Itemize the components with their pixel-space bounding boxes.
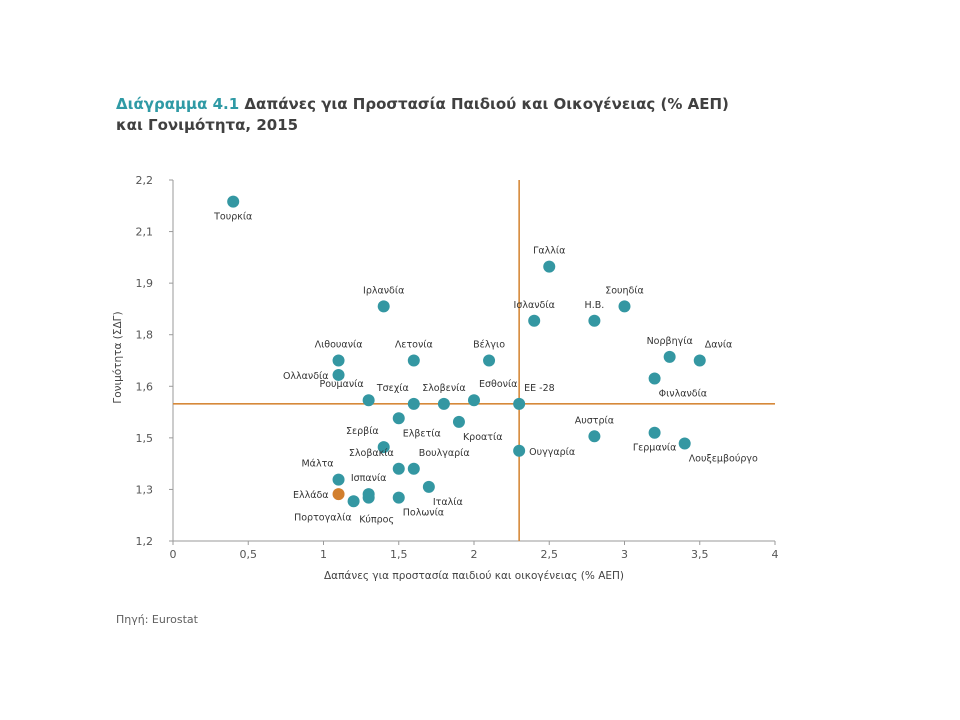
chart-title-text: Δαπάνες για Προστασία Παιδιού και Οικογέ… [116, 95, 729, 134]
data-label: Τουρκία [213, 212, 252, 223]
data-label: Βέλγιο [473, 340, 505, 351]
data-label: Γαλλία [533, 246, 565, 257]
data-label: Ελβετία [403, 428, 441, 439]
y-tick-label: 2,1 [136, 226, 154, 239]
data-point [407, 462, 420, 475]
data-label: Ιρλανδία [363, 285, 404, 296]
x-tick-label: 3,5 [691, 548, 709, 561]
data-label: Τσεχία [376, 383, 409, 394]
x-axis-label: Δαπάνες για προστασία παιδιού και οικογέ… [324, 570, 624, 582]
data-label: Ουγγαρία [529, 447, 575, 458]
data-label: Φινλανδία [659, 389, 707, 400]
x-tick-label: 3 [621, 548, 628, 561]
data-point [362, 491, 375, 504]
y-tick-label: 1,9 [136, 277, 154, 290]
data-label: Πορτογαλία [294, 512, 352, 523]
data-label: Η.Β. [585, 300, 605, 311]
source-note: Πηγή: Eurostat [116, 613, 198, 626]
data-point [678, 437, 691, 450]
data-point [513, 444, 526, 457]
data-label: Ισπανία [351, 473, 387, 484]
data-point [648, 426, 661, 439]
y-tick-label: 1,3 [136, 483, 154, 496]
y-tick-label: 2,2 [136, 174, 154, 187]
data-point [483, 354, 496, 367]
data-label: Νορβηγία [647, 336, 693, 347]
data-point [332, 488, 345, 501]
data-point [543, 260, 556, 273]
x-tick-label: 2 [471, 548, 478, 561]
chart-title-lead: Διάγραμμα 4.1 [116, 95, 240, 113]
x-tick-label: 2,5 [541, 548, 559, 561]
point-labels: Τουρκία Γαλλία Ιρλανδία Ισλανδία Η.Β.Σουηδία… [213, 212, 758, 526]
data-label: Σλοβακία [349, 448, 394, 459]
data-point [468, 394, 480, 407]
data-label: Ελλάδα [293, 490, 329, 501]
data-label: Λουξεμβούργο [689, 454, 758, 465]
data-point [377, 441, 390, 454]
data-label: Μάλτα [301, 459, 333, 470]
data-point [663, 350, 676, 363]
data-label: Γερμανία [633, 443, 677, 454]
data-point [648, 372, 661, 385]
data-point [407, 397, 420, 410]
y-tick-label: 1,6 [136, 380, 154, 393]
data-point [437, 397, 450, 410]
data-point [332, 354, 345, 367]
data-point [422, 480, 435, 493]
data-point [452, 415, 465, 428]
data-point [513, 397, 526, 410]
data-point [618, 300, 631, 313]
data-point [362, 394, 375, 407]
data-point [332, 368, 345, 381]
data-point [528, 314, 541, 327]
data-label: Εσθονία [479, 379, 517, 390]
data-label: Λετονία [395, 340, 433, 351]
data-label: Λιθουανία [315, 340, 363, 351]
x-tick-label: 1,5 [390, 548, 408, 561]
data-point [407, 354, 420, 367]
data-label: Δανία [705, 340, 733, 351]
data-point [588, 314, 601, 327]
chart-title: Διάγραμμα 4.1 Δαπάνες για Προστασία Παιδ… [116, 94, 736, 136]
data-point [347, 495, 360, 508]
data-point [392, 412, 405, 425]
data-label: Ισλανδία [514, 300, 555, 311]
y-axis-label: Γονιμότητα (ΣΔΓ) [112, 311, 124, 403]
axes-group: 0 0,5 1 1,5 2 2,5 3 3,5 4 1,2 1,3 1,5 1,6 1,8 1,9 2,1 2,… [136, 174, 779, 561]
data-label: Ρουμανία [320, 379, 364, 390]
x-tick-label: 0,5 [240, 548, 258, 561]
y-tick-label: 1,2 [136, 535, 154, 548]
data-point [377, 300, 390, 313]
data-point [227, 195, 240, 208]
x-tick-label: 4 [772, 548, 779, 561]
data-label: Κροατία [463, 432, 503, 443]
data-point [392, 491, 405, 504]
data-label: ΕΕ -28 [524, 383, 555, 394]
x-tick-label: 0 [170, 548, 177, 561]
data-label: Πολωνία [403, 508, 444, 519]
data-label: Ολλανδία [283, 371, 329, 382]
reference-lines [173, 180, 775, 541]
data-label: Αυστρία [575, 415, 614, 426]
y-tick-label: 1,8 [136, 329, 154, 342]
data-label: Κύπρος [359, 515, 394, 526]
y-tick-label: 1,5 [136, 432, 154, 445]
data-label: Βουλγαρία [419, 448, 470, 459]
data-point [693, 354, 706, 367]
data-point [392, 462, 405, 475]
data-label: Σερβία [346, 426, 379, 437]
data-points [227, 195, 706, 508]
data-point [588, 430, 601, 443]
data-label: Ιταλία [433, 497, 463, 508]
data-label: Σλοβενία [422, 383, 465, 394]
data-label: Σουηδία [605, 285, 644, 296]
data-point [332, 473, 345, 486]
x-tick-label: 1 [320, 548, 327, 561]
